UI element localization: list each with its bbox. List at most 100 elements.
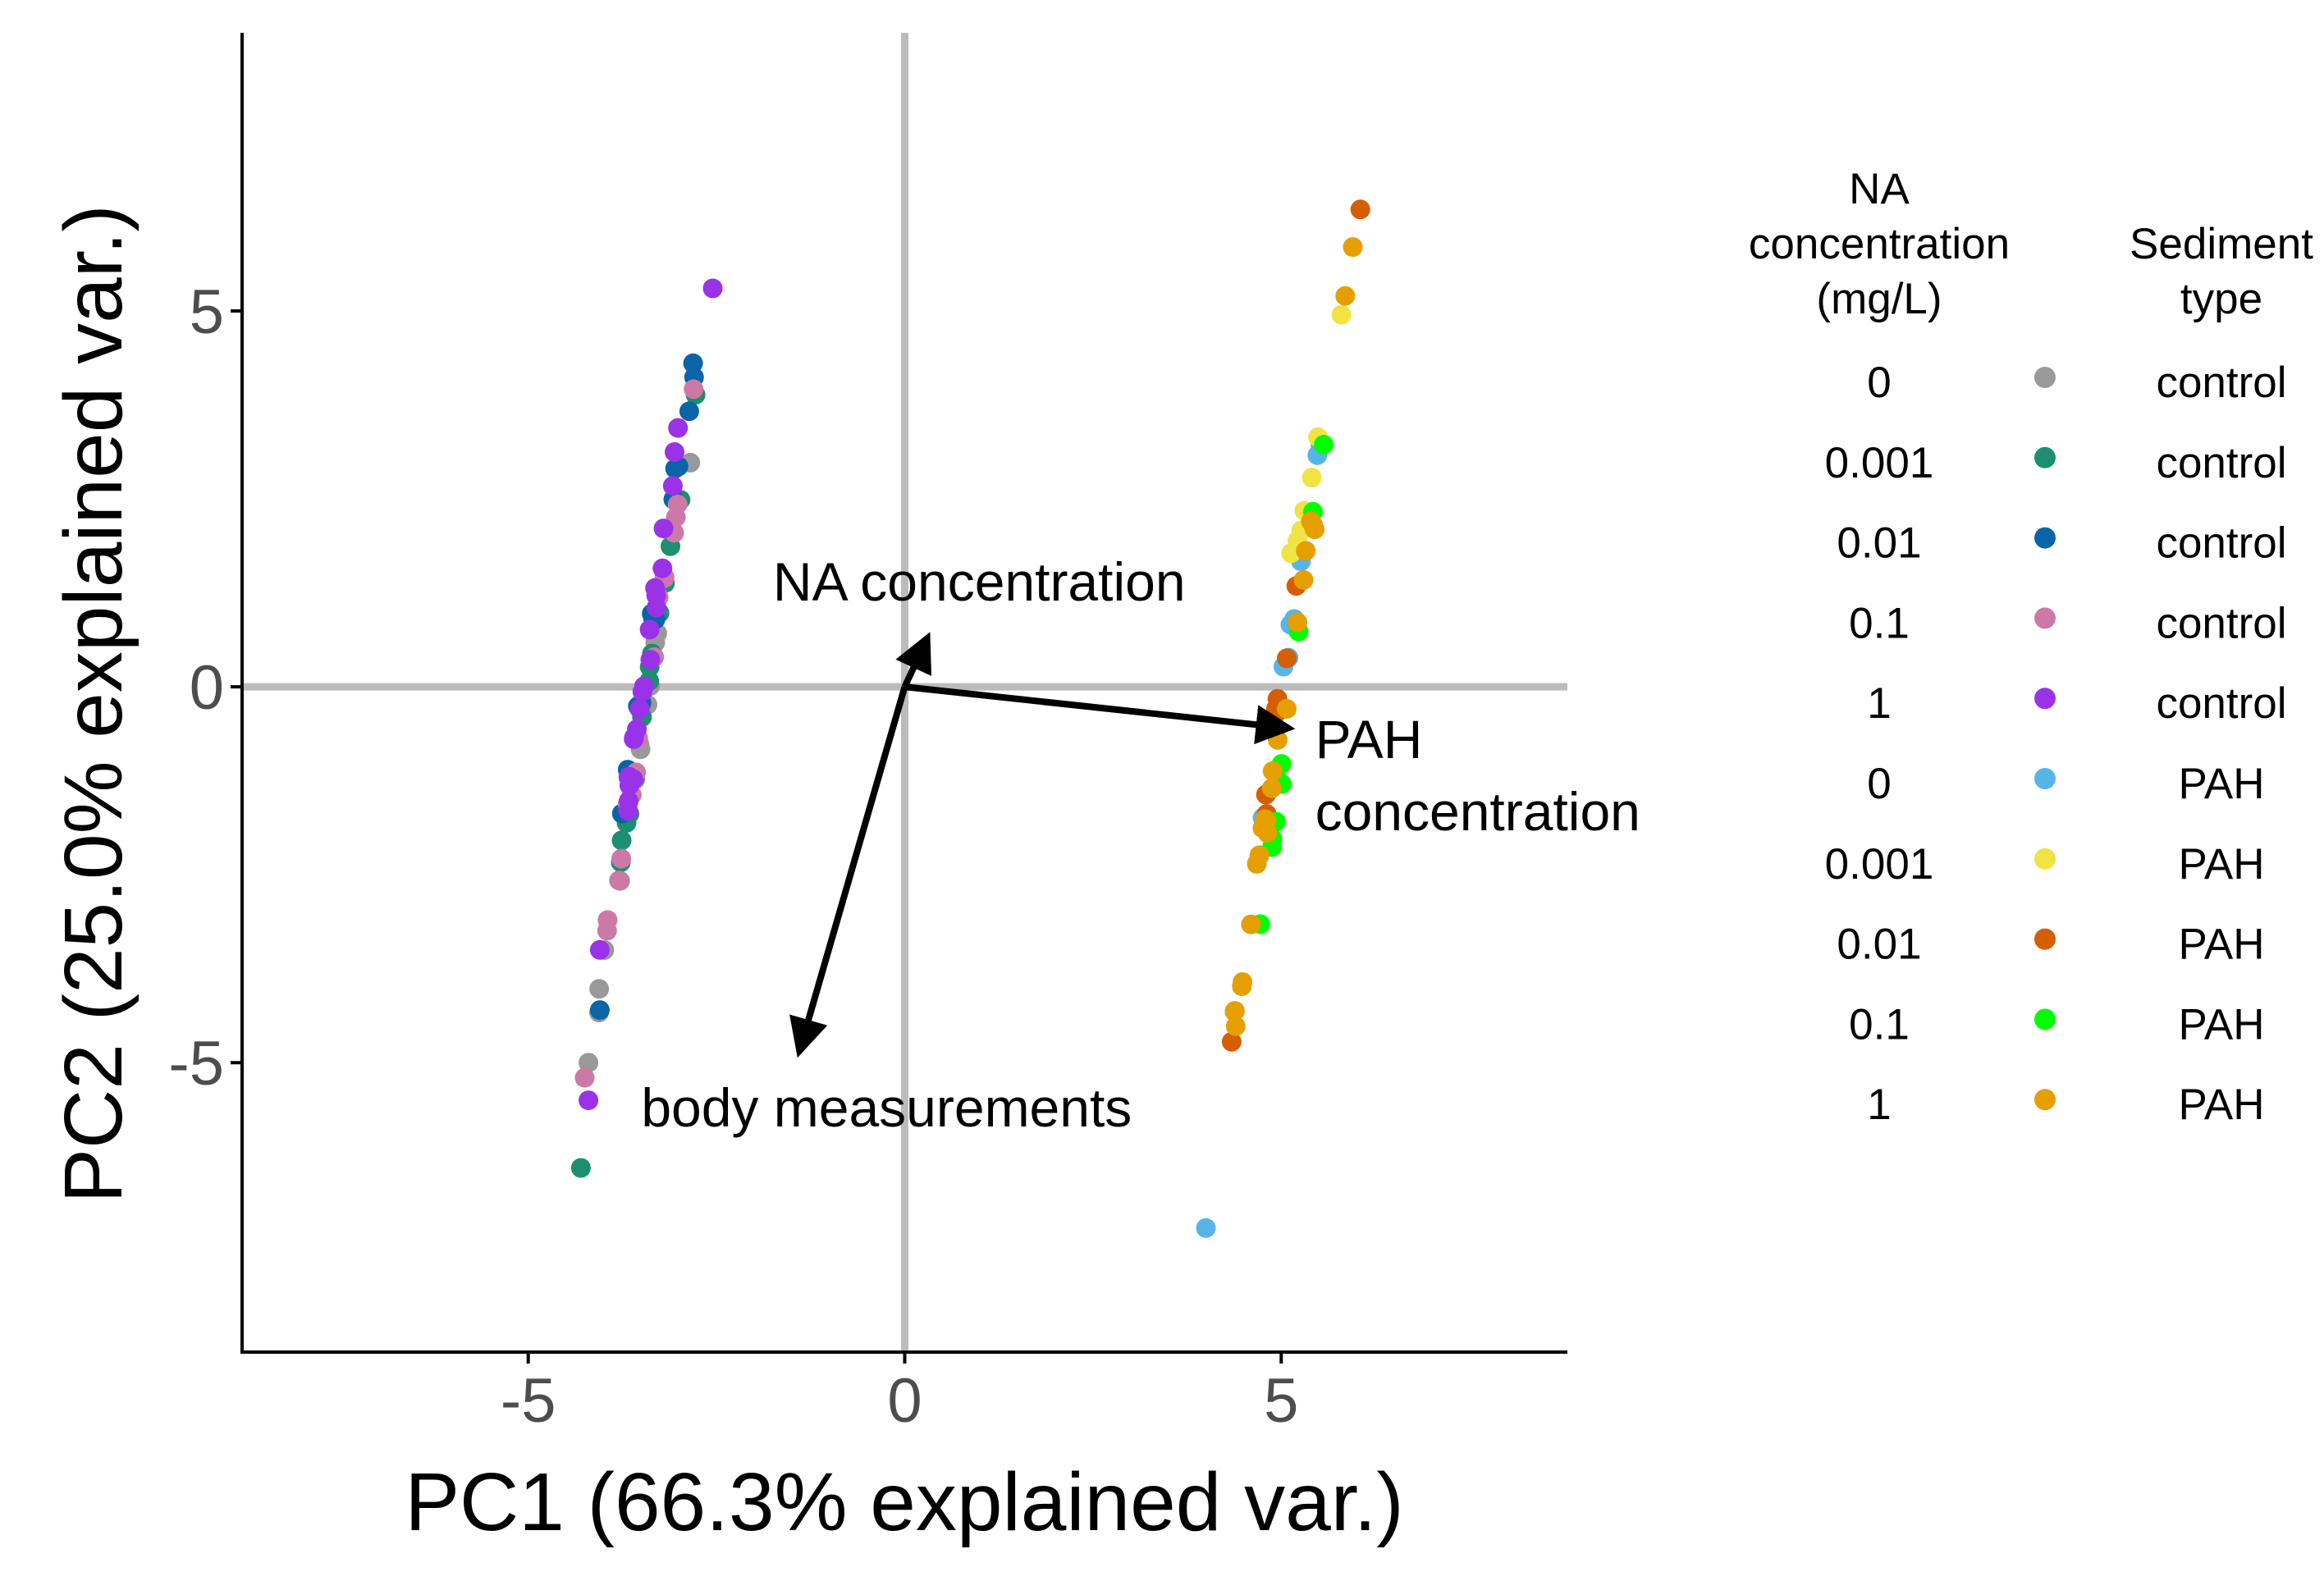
data-point-control-0.1 [684,379,704,400]
data-point-pah-1 [1249,845,1270,866]
legend-key [2034,367,2056,388]
x-tick-label: 0 [887,1366,922,1436]
legend-concentration: 0.001 [1825,840,1934,889]
legend: NA concentration (mg/L) Sediment type 0 contro… [1749,165,2313,1129]
y-tick-label: 0 [190,653,224,723]
y-tick-label: 5 [190,277,224,347]
data-point-control-1 [589,939,610,960]
loading-arrow [789,686,908,1058]
data-point-control-0.1 [611,848,632,869]
data-point-control-0.1 [609,870,629,891]
data-point-control-0.01 [589,1000,610,1021]
x-tick-label: 5 [1264,1366,1298,1436]
legend-concentration: 0 [1867,359,1891,407]
data-point-control-1 [668,418,689,438]
x-axis-title: PC1 (66.3% explained var.) [405,1456,1403,1548]
data-point-pah-1 [1233,972,1253,992]
loading-arrows: NA concentration PAH concentration body mea… [641,551,1640,1138]
data-point-pah-1 [1261,778,1282,798]
legend-concentration: 0.1 [1849,599,1910,647]
data-point-control-0 [579,1053,599,1073]
legend-concentration: 1 [1867,679,1891,728]
data-point-pah-1 [1257,823,1278,843]
data-point-pah-1 [1293,569,1314,590]
y-axis-title: PC2 (25.0% explained var.) [48,204,140,1203]
legend-concentration: 1 [1867,1081,1891,1129]
data-point-control-1 [639,619,660,640]
data-point-pah-0.001 [1281,543,1302,564]
scatter-points [570,199,1370,1238]
legend-key [2034,1008,2056,1030]
data-point-control-0.01 [683,353,703,373]
data-point-pah-1 [1224,1001,1245,1021]
y-tick-label: -5 [168,1029,224,1099]
x-tick-label: -5 [501,1366,556,1436]
data-point-pah-1 [1335,286,1356,306]
data-point-control-0 [589,979,610,999]
legend-key [2034,688,2056,710]
data-point-control-0.1 [574,1067,595,1088]
data-point-pah-1 [1241,914,1261,934]
data-point-control-1 [619,791,638,811]
loading-label: PAH concentration [1315,709,1640,842]
legend-header-sediment: Sediment type [2130,220,2313,323]
legend-sediment: control [2156,679,2286,728]
data-point-pah-0.01 [1277,648,1297,669]
data-point-pah-1 [1296,541,1316,561]
legend-sediment: PAH [2178,840,2264,889]
data-point-pah-1 [1305,519,1325,540]
data-point-control-1 [640,650,661,670]
data-point-pah-1 [1225,1016,1246,1036]
data-point-control-1 [627,719,647,739]
data-point-control-1 [619,766,639,787]
legend-sediment: PAH [2178,1081,2264,1129]
legend-key [2034,928,2056,950]
data-point-control-1 [652,558,673,578]
legend-key [2034,1089,2056,1111]
data-point-control-1 [629,699,650,720]
legend-concentration: 0.01 [1837,519,1921,568]
data-point-control-0.001 [611,830,632,851]
legend-concentration: 0.01 [1837,921,1921,969]
data-point-control-1 [632,682,652,702]
legend-sediment: control [2156,359,2286,407]
legend-key [2034,848,2056,870]
data-point-pah-1 [1268,729,1288,750]
data-point-control-0.01 [679,401,699,422]
legend-sediment: PAH [2178,1000,2264,1049]
loading-arrow [895,632,932,688]
data-point-control-1 [665,442,684,462]
axis-ticks: -5 0 5 -5 0 5 [168,277,1298,1436]
legend-key [2034,446,2056,468]
loading-label: NA concentration [773,551,1186,612]
data-point-pah-0.01 [1350,199,1370,220]
data-point-control-0.1 [597,910,618,930]
data-point-control-0.001 [570,1158,591,1178]
legend-sediment: PAH [2178,921,2264,969]
data-point-pah-1 [1343,237,1363,258]
data-point-pah-1 [1288,612,1307,633]
data-point-control-1 [646,597,666,618]
data-point-control-1 [662,476,683,496]
data-point-control-1 [653,519,674,539]
legend-sediment: control [2156,519,2286,568]
data-point-pah-0.001 [1331,304,1352,325]
legend-key [2034,607,2056,629]
legend-concentration: 0 [1867,760,1891,808]
data-point-pah-0.001 [1302,468,1322,488]
data-point-pah-1 [1262,761,1283,781]
legend-sediment: control [2156,439,2286,487]
data-point-pah-1 [1277,699,1297,719]
legend-sediment: PAH [2178,760,2264,808]
data-point-control-1 [579,1090,599,1111]
legend-concentration: 0.1 [1849,1000,1910,1049]
data-point-pah-0.01 [1221,1031,1242,1052]
legend-concentration: 0.001 [1825,439,1934,487]
loading-label: body measurements [641,1077,1132,1138]
data-point-pah-0 [1196,1218,1216,1238]
legend-key [2034,527,2056,549]
legend-header-concentration: NA concentration (mg/L) [1749,165,2010,323]
data-point-control-1 [702,278,723,299]
legend-key [2034,768,2056,789]
